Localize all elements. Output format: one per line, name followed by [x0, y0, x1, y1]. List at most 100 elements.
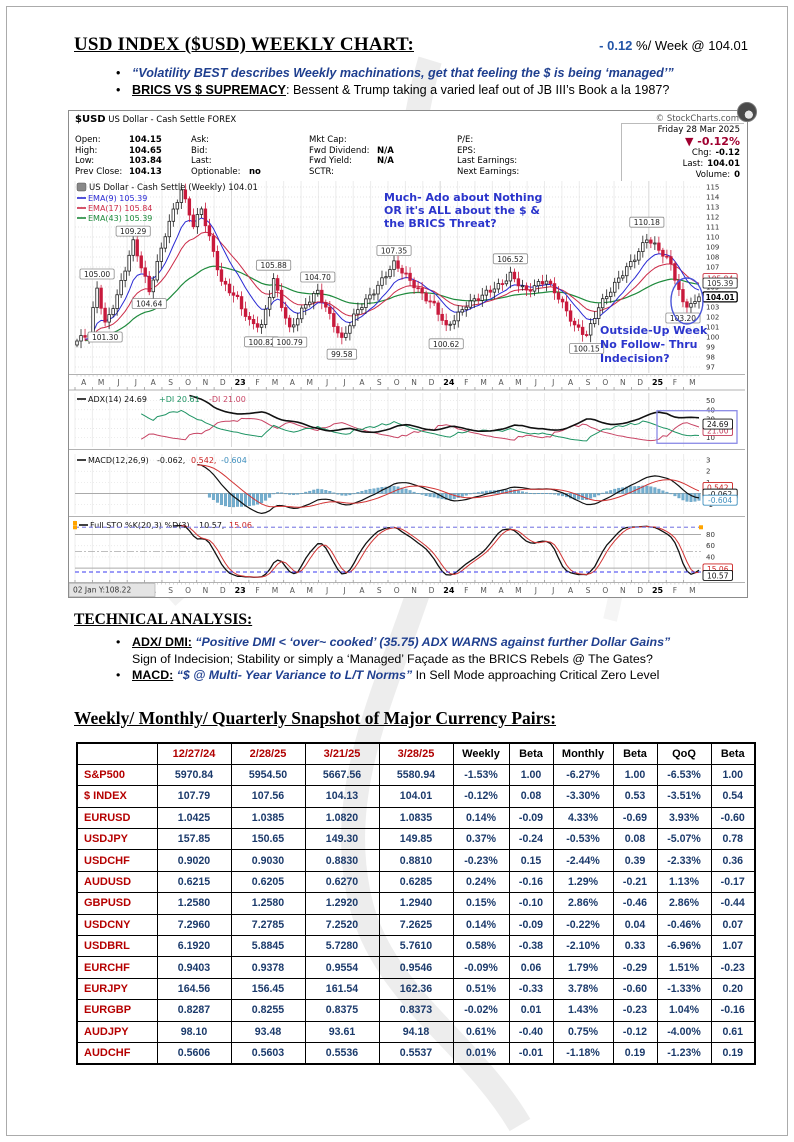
quote-label: Next Earnings: — [457, 166, 520, 177]
pair-value: 0.24% — [452, 870, 510, 894]
svg-text:D: D — [429, 586, 435, 595]
pair-value: 1.0425 — [156, 806, 232, 830]
svg-text:101.30: 101.30 — [92, 333, 118, 342]
table-row: GBPUSD 1.2580 1.2580 1.2920 1.2940 0.15% -0.10… — [76, 892, 756, 915]
pair-value: -0.02% — [452, 999, 510, 1022]
svg-text:40: 40 — [706, 553, 715, 561]
svg-text:25: 25 — [652, 378, 664, 387]
svg-text:J: J — [534, 586, 537, 595]
pair-value: 0.8287 — [156, 999, 232, 1022]
pair-value: 0.08 — [508, 785, 554, 808]
quote-field: Next Earnings: — [457, 167, 529, 178]
table-row: USDJPY 157.85 150.65 149.30 149.85 0.37% -0.24… — [76, 828, 756, 851]
pair-value: 0.39 — [612, 849, 658, 872]
corner-badge-icon — [737, 102, 757, 122]
quote-label: SCTR: — [309, 166, 335, 177]
svg-text:J: J — [342, 586, 345, 595]
column-header: Weekly — [452, 742, 510, 765]
pair-value: 164.56 — [156, 977, 232, 1001]
pair-label: EURUSD — [76, 806, 158, 830]
pair-value: 0.15% — [452, 892, 510, 915]
svg-text:A: A — [359, 378, 365, 387]
quote-field: High: 104.65 — [75, 146, 162, 157]
svg-text:-0.062,: -0.062, — [157, 456, 185, 465]
pair-value: 0.5536 — [304, 1041, 380, 1065]
pair-value: -6.53% — [656, 763, 712, 787]
svg-text:J: J — [534, 378, 537, 387]
svg-text:100.15: 100.15 — [574, 345, 600, 354]
pair-value: 0.19 — [710, 1041, 756, 1065]
pair-value: 162.36 — [378, 977, 454, 1001]
svg-text:M: M — [307, 378, 313, 387]
svg-text:O: O — [602, 586, 608, 595]
pair-value: -0.38 — [508, 935, 554, 958]
svg-text:Outside-Up Week: Outside-Up Week — [600, 324, 708, 337]
quote-field: Prev Close: 104.13 — [75, 167, 162, 178]
svg-text:112: 112 — [706, 214, 719, 222]
pair-value: 0.54 — [710, 785, 756, 808]
pair-value: -0.23 — [710, 956, 756, 979]
table-row: EURJPY 164.56 156.45 161.54 162.36 0.51% -0.33… — [76, 977, 756, 1001]
svg-text:N: N — [203, 378, 209, 387]
pair-label: AUDCHF — [76, 1041, 158, 1065]
svg-text:60: 60 — [706, 542, 715, 550]
pair-label: AUDUSD — [76, 870, 158, 894]
svg-text:110.18: 110.18 — [634, 218, 660, 227]
pair-value: 7.2960 — [156, 913, 232, 937]
svg-text:114: 114 — [706, 194, 720, 202]
svg-text:EMA(43) 105.39: EMA(43) 105.39 — [88, 214, 152, 223]
svg-text:J: J — [551, 378, 554, 387]
pair-value: 5.8845 — [230, 935, 306, 958]
bullet-brics-lead: BRICS VS $ SUPREMACY — [132, 82, 286, 97]
intro-bullets: • “Volatility BEST describes Weekly mach… — [116, 65, 746, 98]
svg-text:ADX(14) 24.69: ADX(14) 24.69 — [88, 395, 147, 404]
tech-macd-lead: MACD: — [132, 668, 174, 682]
quote-label: Fwd Dividend: — [309, 145, 370, 156]
page-title: USD INDEX ($USD) WEEKLY CHART: — [74, 34, 414, 55]
svg-text:F: F — [673, 378, 677, 387]
pair-value: -0.46 — [612, 892, 658, 915]
quote-label: Optionable: — [191, 166, 241, 177]
bullet-dot: • — [116, 82, 121, 97]
pair-value: -1.23% — [656, 1041, 712, 1065]
pair-value: 1.2580 — [230, 892, 306, 915]
pair-value: 0.01% — [452, 1041, 510, 1065]
svg-text:J: J — [342, 378, 345, 387]
quote-value: 103.84 — [129, 156, 162, 167]
svg-text:N: N — [411, 378, 417, 387]
pair-value: 0.9378 — [230, 956, 306, 979]
pair-value: -6.96% — [656, 935, 712, 958]
svg-text:N: N — [620, 586, 626, 595]
pair-value: -1.18% — [552, 1041, 614, 1065]
column-header: Beta — [710, 742, 756, 765]
pair-value: 7.2625 — [378, 913, 454, 937]
source-credit: © StockCharts.com — [655, 114, 739, 124]
svg-text:21.00: 21.00 — [707, 426, 729, 435]
svg-text:106.52: 106.52 — [497, 255, 523, 264]
pair-value: 1.13% — [656, 870, 712, 894]
pair-value: 0.61% — [452, 1020, 510, 1043]
svg-text:J: J — [116, 378, 119, 387]
svg-text:S: S — [377, 586, 382, 595]
quote-value: N/A — [377, 145, 394, 156]
pair-value: 0.58% — [452, 935, 510, 958]
quote-field: Optionable: no — [191, 167, 261, 178]
svg-text:113: 113 — [706, 204, 719, 212]
pair-value: -0.29 — [612, 956, 658, 979]
svg-text:15.06: 15.06 — [229, 521, 252, 530]
svg-text:-0.604: -0.604 — [708, 496, 732, 505]
svg-text:A: A — [81, 378, 87, 387]
quote-label: P/E: — [457, 135, 474, 145]
pair-value: 0.20 — [710, 977, 756, 1001]
svg-text:US Dollar - Cash Settle (Weekl: US Dollar - Cash Settle (Weekly) 104.01 — [89, 183, 258, 193]
pair-value: 1.29% — [552, 870, 614, 894]
bullet-brics-text: BRICS VS $ SUPREMACY: Bessent & Trump ta… — [132, 82, 669, 99]
technical-analysis: TECHNICAL ANALYSIS: • ADX/ DMI: “Positiv… — [74, 611, 724, 684]
pair-value: 5970.84 — [156, 763, 232, 787]
svg-text:A: A — [568, 378, 574, 387]
svg-text:N: N — [620, 378, 626, 387]
pair-label: AUDJPY — [76, 1020, 158, 1043]
svg-text:D: D — [637, 378, 643, 387]
svg-text:M: M — [480, 378, 486, 387]
